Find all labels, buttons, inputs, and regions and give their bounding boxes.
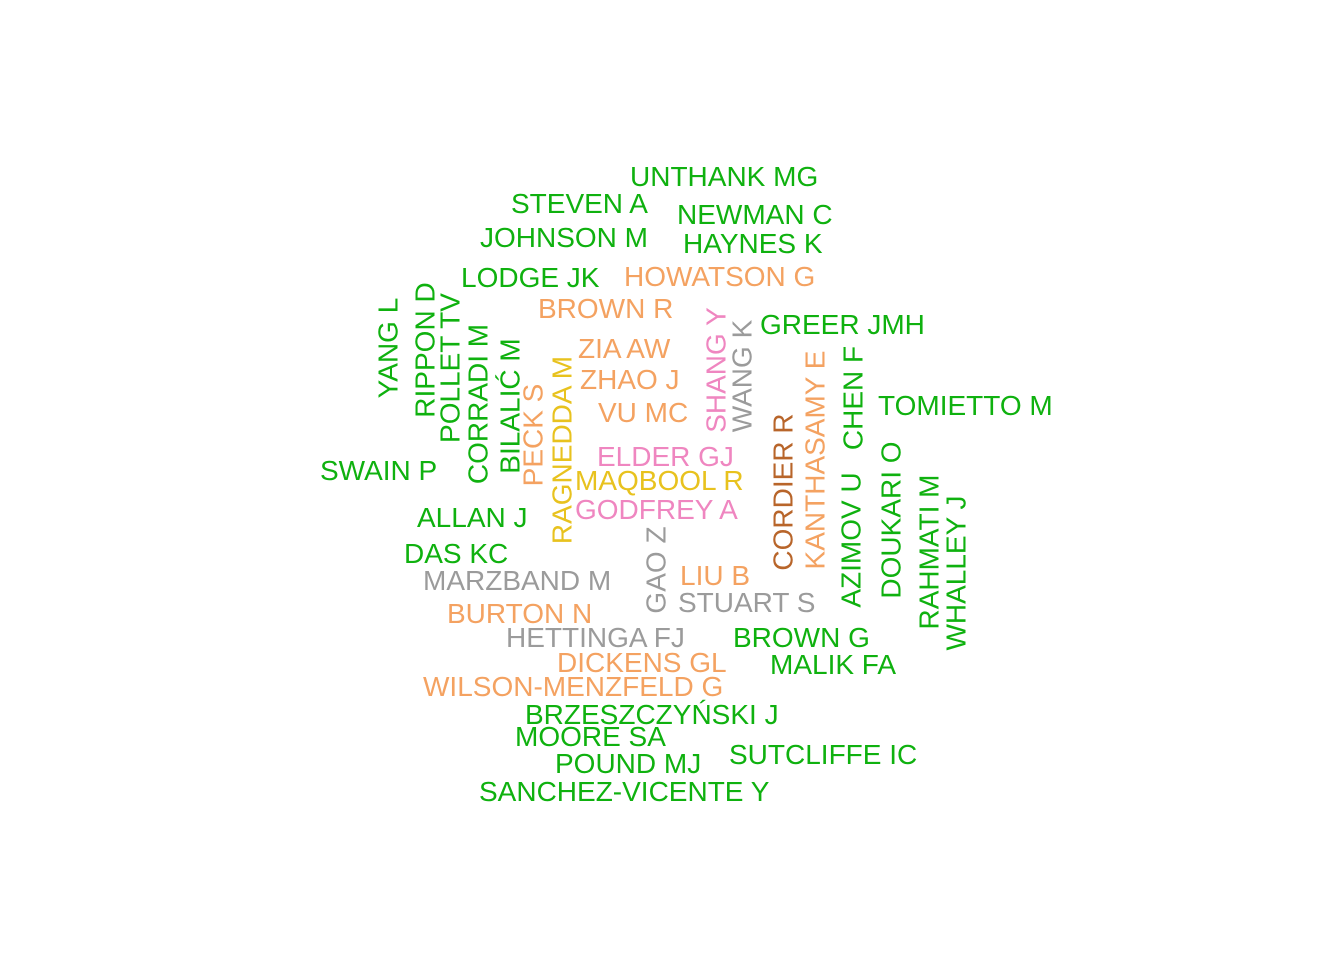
word-gao-z: GAO Z (641, 526, 672, 613)
word-steven-a: STEVEN A (511, 188, 648, 219)
word-whalley-j: WHALLEY J (941, 495, 972, 650)
word-johnson-m: JOHNSON M (480, 222, 648, 253)
word-sutcliffe-ic: SUTCLIFFE IC (729, 739, 917, 770)
word-liu-b: LIU B (680, 560, 750, 591)
word-unthank-mg: UNTHANK MG (630, 161, 818, 192)
word-brzeszczy-ski-j: BRZESZCZYŃSKI J (525, 699, 779, 730)
word-marzband-m: MARZBAND M (423, 565, 611, 596)
word-hettinga-fj: HETTINGA FJ (506, 622, 685, 653)
word-corradi-m: CORRADI M (463, 324, 494, 484)
word-zhao-j: ZHAO J (580, 364, 680, 395)
word-bilali-m: BILALIĆ M (495, 338, 526, 473)
word-pollet-tv: POLLET TV (435, 293, 466, 443)
word-dickens-gl: DICKENS GL (557, 647, 727, 678)
word-elder-gj: ELDER GJ (597, 441, 734, 472)
word-vu-mc: VU MC (598, 397, 688, 428)
word-doukari-o: DOUKARI O (876, 441, 907, 598)
word-howatson-g: HOWATSON G (624, 261, 815, 292)
word-burton-n: BURTON N (447, 598, 592, 629)
word-haynes-k: HAYNES K (683, 228, 823, 259)
word-brown-g: BROWN G (733, 622, 870, 653)
word-maqbool-r: MAQBOOL R (575, 465, 744, 496)
word-yang-l: YANG L (373, 298, 404, 399)
word-rippon-d: RIPPON D (410, 282, 441, 417)
word-moore-sa: MOORE SA (515, 721, 666, 752)
word-tomietto-m: TOMIETTO M (878, 390, 1053, 421)
word-sanchez-vicente-y: SANCHEZ-VICENTE Y (479, 776, 770, 807)
word-chen-f: CHEN F (838, 346, 869, 450)
word-peck-s: PECK S (518, 384, 549, 487)
word-rahmati-m: RAHMATI M (914, 474, 945, 629)
word-godfrey-a: GODFREY A (575, 494, 738, 525)
word-shang-y: SHANG Y (701, 307, 732, 433)
word-wang-k: WANG K (727, 319, 758, 432)
word-kanthasamy-e: KANTHASAMY E (800, 351, 831, 570)
word-das-kc: DAS KC (404, 538, 508, 569)
word-allan-j: ALLAN J (417, 502, 528, 533)
word-swain-p: SWAIN P (320, 455, 437, 486)
word-lodge-jk: LODGE JK (461, 262, 600, 293)
word-greer-jmh: GREER JMH (760, 309, 925, 340)
word-ragnedda-m: RAGNEDDA M (547, 356, 578, 544)
word-wilson-menzfeld-g: WILSON-MENZFELD G (423, 671, 723, 702)
word-brown-r: BROWN R (538, 293, 673, 324)
word-azimov-u: AZIMOV U (836, 472, 867, 607)
word-malik-fa: MALIK FA (770, 649, 896, 680)
word-newman-c: NEWMAN C (677, 199, 833, 230)
word-zia-aw: ZIA AW (578, 333, 671, 364)
word-stuart-s: STUART S (678, 587, 815, 618)
word-pound-mj: POUND MJ (555, 748, 701, 779)
word-cordier-r: CORDIER R (768, 413, 799, 570)
